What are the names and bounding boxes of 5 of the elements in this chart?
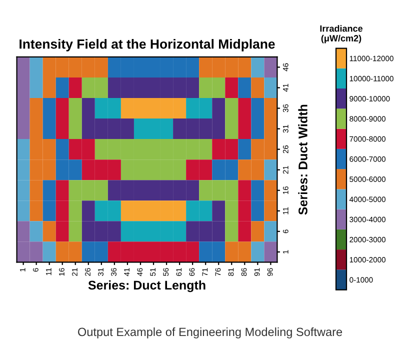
- x-axis-title: Series: Duct Length: [88, 280, 206, 292]
- y-axis-title: Series: Duct Width: [298, 104, 308, 215]
- chart-title: Intensity Field at the Horizontal Midplane: [20, 39, 275, 52]
- text: Output Example of Engineering Modeling Software: [78, 327, 342, 338]
- legend-title: Irradiance (μW/cm2): [320, 25, 363, 44]
